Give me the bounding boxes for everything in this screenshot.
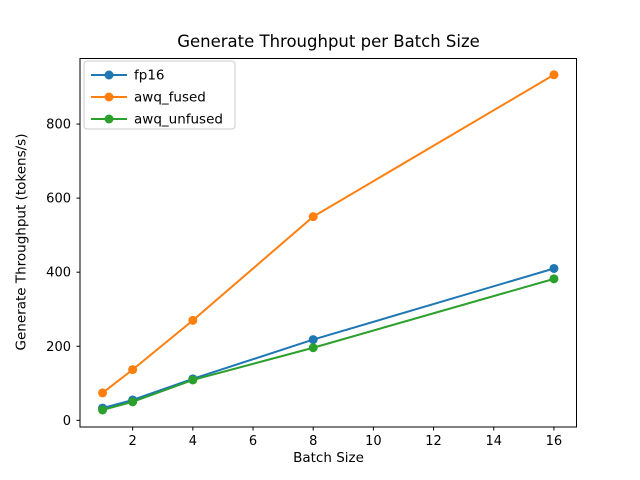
y-tick-label: 200 xyxy=(46,340,71,355)
y-tick-label: 0 xyxy=(63,414,71,429)
legend-marker-fp16 xyxy=(104,70,114,80)
x-tick-label: 14 xyxy=(485,434,502,449)
x-tick-label: 8 xyxy=(309,434,317,449)
legend-box xyxy=(83,60,236,130)
data-point-fp16-16 xyxy=(549,263,559,273)
data-point-awq_fused-4 xyxy=(188,315,198,325)
legend-label-awq_fused: awq_fused xyxy=(134,90,206,106)
y-tick-label: 400 xyxy=(46,266,71,281)
data-point-awq_fused-8 xyxy=(308,212,318,222)
legend-marker-awq_unfused xyxy=(104,114,114,124)
data-point-awq_unfused-1 xyxy=(98,405,108,415)
series-line-awq_unfused xyxy=(101,277,555,411)
legend-marker-awq_fused xyxy=(104,92,114,102)
x-tick-label: 16 xyxy=(546,434,563,449)
y-tick-label: 800 xyxy=(46,118,71,133)
data-point-awq_fused-2 xyxy=(128,365,138,375)
y-tick-label: 600 xyxy=(46,192,71,207)
data-point-fp16-8 xyxy=(308,335,318,345)
x-tick-label: 4 xyxy=(189,434,197,449)
data-point-awq_fused-1 xyxy=(98,388,108,398)
x-tick-label: 12 xyxy=(425,434,442,449)
x-tick-label: 6 xyxy=(249,434,257,449)
data-point-awq_unfused-2 xyxy=(128,397,138,407)
data-point-awq_unfused-8 xyxy=(308,343,318,353)
chart-title: Generate Throughput per Batch Size xyxy=(177,32,480,51)
data-point-awq_fused-16 xyxy=(549,70,559,80)
data-point-awq_unfused-4 xyxy=(188,375,198,385)
x-tick-label: 10 xyxy=(365,434,382,449)
legend-label-fp16: fp16 xyxy=(134,68,165,84)
data-point-awq_unfused-16 xyxy=(549,274,559,284)
plot-area-border xyxy=(79,58,577,428)
legend-label-awq_unfused: awq_unfused xyxy=(134,112,223,128)
x-axis-label: Batch Size xyxy=(293,450,364,466)
x-tick-label: 2 xyxy=(129,434,137,449)
